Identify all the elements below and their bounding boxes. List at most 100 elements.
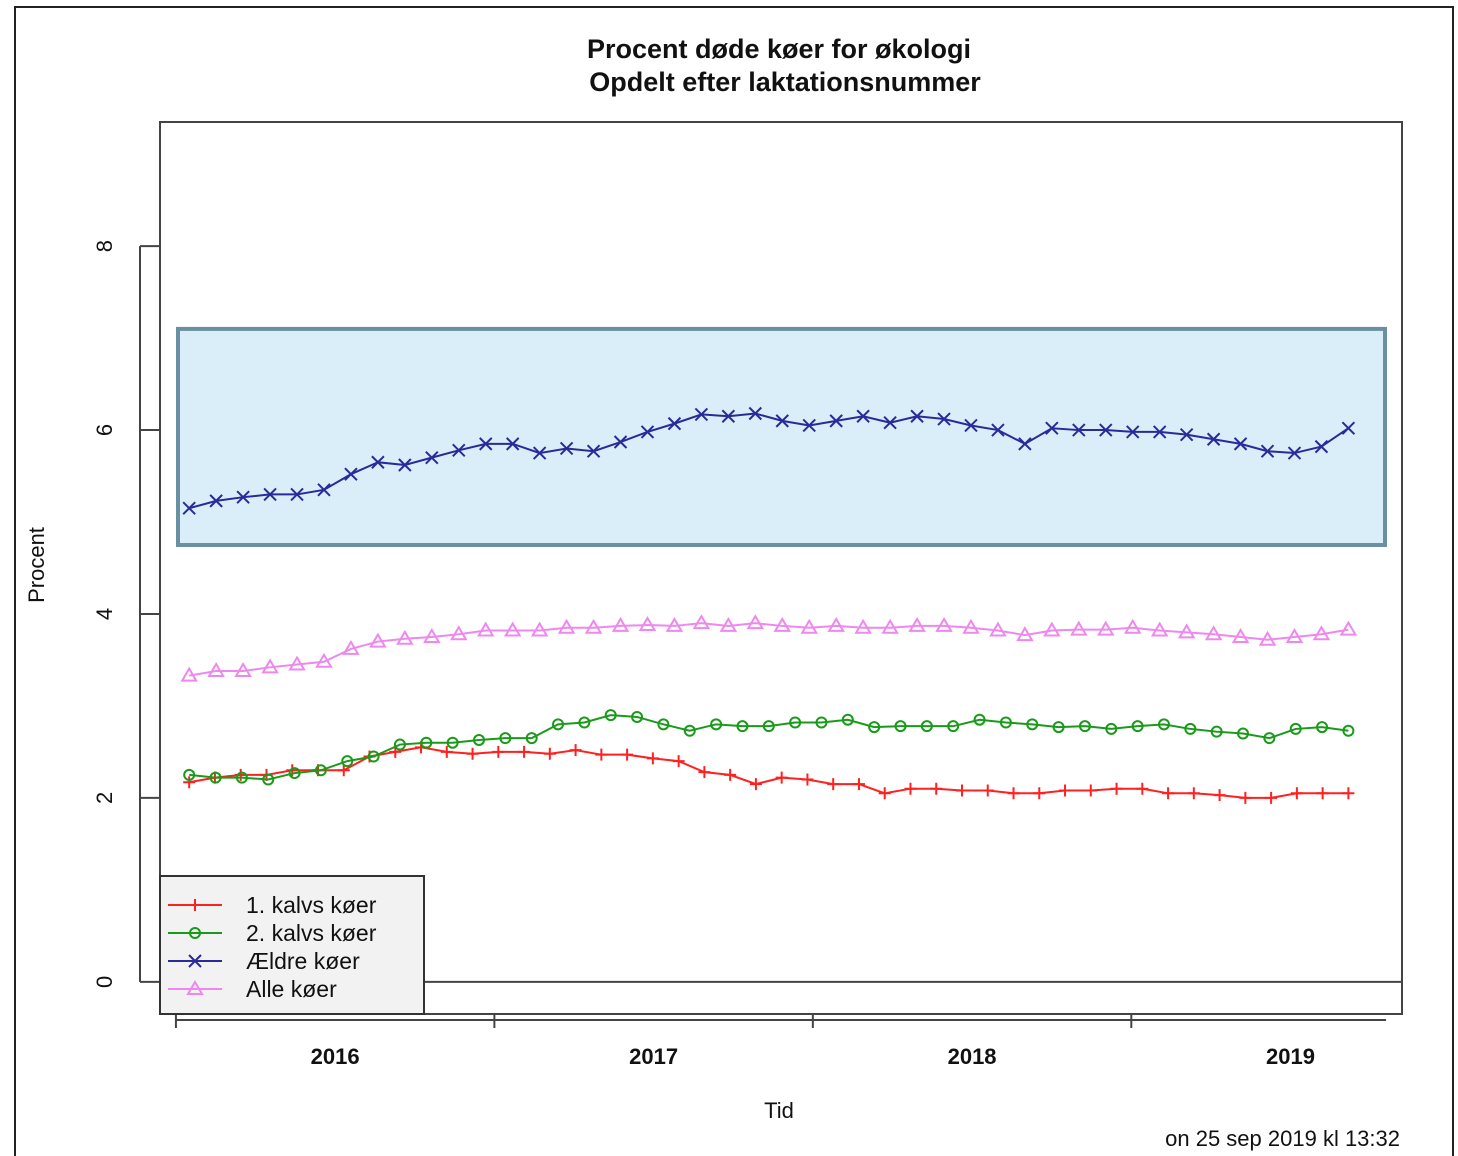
- data-point: [657, 718, 670, 731]
- data-point: [955, 784, 968, 797]
- data-point: [1136, 782, 1149, 795]
- data-point: [532, 446, 547, 460]
- data-point: [367, 750, 380, 763]
- data-point: [234, 662, 252, 677]
- data-point: [1210, 725, 1223, 738]
- data-point: [1110, 782, 1123, 795]
- data-point: [423, 627, 441, 643]
- data-point: [530, 621, 549, 637]
- data-point: [1342, 787, 1355, 800]
- data-point: [746, 614, 765, 630]
- data-point: [420, 736, 433, 749]
- data-point: [719, 616, 738, 632]
- data-point: [288, 767, 301, 780]
- data-point: [569, 744, 582, 757]
- data-point: [827, 778, 840, 791]
- data-point: [476, 621, 495, 637]
- data-point: [883, 415, 897, 430]
- data-point: [920, 720, 933, 733]
- timestamp-footnote: on 25 sep 2019 kl 13:32: [1165, 1126, 1400, 1151]
- data-point: [1316, 787, 1329, 800]
- data-point: [1150, 621, 1169, 637]
- data-point: [235, 771, 248, 784]
- data-point: [262, 773, 275, 786]
- x-tick-label: 2017: [629, 1044, 678, 1069]
- data-point: [1152, 425, 1167, 439]
- data-point: [1026, 718, 1039, 731]
- data-point: [584, 618, 603, 634]
- legend-item: Alle køer: [168, 976, 337, 1002]
- data-point: [856, 409, 870, 423]
- data-point: [999, 716, 1012, 729]
- data-point: [552, 718, 565, 731]
- data-point: [973, 713, 986, 726]
- data-point: [1052, 721, 1065, 734]
- data-point: [692, 614, 711, 630]
- data-point: [1213, 789, 1226, 802]
- data-point: [525, 732, 538, 745]
- data-point: [1316, 721, 1329, 734]
- data-point: [815, 716, 828, 729]
- data-point: [1157, 718, 1170, 731]
- data-point: [595, 748, 608, 761]
- legend-label: 2. kalvs køer: [246, 920, 377, 946]
- data-point: [518, 745, 531, 758]
- data-point: [425, 450, 439, 465]
- data-point: [1206, 432, 1221, 446]
- data-point: [1078, 720, 1091, 733]
- data-point: [472, 733, 485, 746]
- x-tick-label: 2016: [311, 1044, 360, 1069]
- series-3: [182, 406, 1356, 515]
- data-point: [935, 616, 953, 632]
- chart-frame: [14, 6, 1454, 1156]
- data-point: [1099, 423, 1113, 437]
- data-point: [638, 616, 657, 632]
- data-point: [667, 416, 682, 431]
- data-point: [947, 720, 960, 733]
- data-point: [261, 658, 279, 674]
- data-point: [775, 771, 788, 784]
- data-point: [263, 487, 277, 502]
- data-point: [1341, 421, 1356, 435]
- legend-box: [159, 875, 425, 1015]
- data-point: [1162, 787, 1175, 800]
- data-point: [209, 494, 223, 508]
- data-point: [586, 444, 601, 458]
- data-point: [398, 458, 412, 472]
- data-point: [314, 764, 327, 777]
- y-axis-label: Procent: [24, 527, 49, 603]
- data-point: [543, 747, 556, 760]
- data-point: [1265, 791, 1278, 804]
- data-point: [466, 747, 479, 760]
- data-point: [1339, 620, 1358, 636]
- data-point: [1105, 722, 1118, 735]
- data-point: [640, 425, 655, 439]
- data-point: [852, 778, 865, 791]
- data-point: [1018, 437, 1032, 451]
- data-point: [710, 718, 723, 731]
- data-point: [1231, 627, 1250, 643]
- data-point: [396, 629, 414, 645]
- legend-swatch-marker: [189, 927, 201, 939]
- data-point: [1033, 787, 1046, 800]
- data-point: [369, 632, 387, 648]
- legend-label: Alle køer: [246, 976, 337, 1002]
- data-point: [1237, 727, 1250, 740]
- data-point: [499, 732, 512, 745]
- data-point: [1043, 621, 1061, 637]
- data-point: [698, 766, 711, 779]
- legend-item: 2. kalvs køer: [168, 920, 377, 946]
- data-point: [505, 437, 520, 451]
- x-tick-label: 2019: [1266, 1044, 1315, 1069]
- data-point: [1342, 724, 1355, 737]
- data-point: [665, 616, 684, 632]
- data-point: [646, 752, 659, 765]
- data-point: [1290, 787, 1303, 800]
- data-point: [827, 616, 845, 632]
- data-point: [964, 418, 978, 433]
- series-2: [183, 709, 1355, 786]
- data-point: [342, 639, 360, 655]
- data-point: [881, 618, 899, 634]
- data-point: [207, 662, 225, 677]
